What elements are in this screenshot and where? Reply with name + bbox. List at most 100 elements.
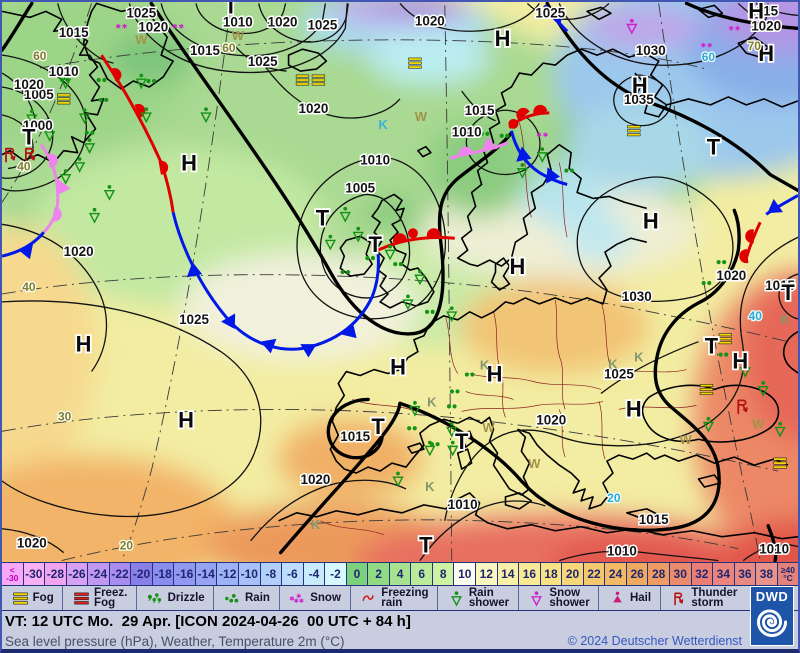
chart-subtitle-row: Sea level pressure (hPa), Weather, Tempe… — [2, 632, 798, 649]
graticule — [2, 3, 789, 562]
airmass-label: K — [427, 394, 437, 409]
low-center-label: T — [371, 414, 385, 439]
low-center-label: T — [455, 429, 469, 454]
pressure-label: 1010 — [759, 542, 789, 557]
pressure-label: 1015 — [190, 43, 220, 58]
pressure-label: 1020 — [17, 536, 47, 551]
temp-scale-cell: -14 — [195, 563, 218, 585]
high-center-label: H — [732, 349, 748, 374]
latitude-label: 40 — [22, 280, 36, 294]
latitude-label: 70 — [748, 39, 762, 53]
high-center-label: H — [510, 254, 526, 279]
temp-scale-cell: 8 — [432, 563, 455, 585]
low-center-label: T — [316, 205, 330, 230]
temp-scale-cell: 22 — [583, 563, 606, 585]
temp-scale-cell: 30 — [669, 563, 692, 585]
pressure-label: 1025 — [126, 5, 156, 20]
legend-symbol-label: Rain shower — [468, 586, 510, 609]
high-center-label: H — [643, 208, 659, 233]
airmass-label: K — [480, 358, 490, 373]
pressure-label: 1015 — [340, 429, 370, 444]
legend-symbol-label: Snow — [310, 591, 341, 604]
airmass-label: K — [780, 312, 790, 327]
snow-icon — [288, 589, 307, 608]
airmass-label: W — [482, 420, 495, 435]
temp-scale-cell: -20 — [131, 563, 153, 585]
latitude-label: 60 — [222, 41, 236, 55]
temp-scale-cell: 38 — [756, 563, 778, 585]
temp-scale-cell: 10 — [454, 563, 477, 585]
temp-scale-cell: 0 — [346, 563, 369, 585]
legend-symbol-label: Freez. Fog — [94, 586, 128, 609]
pressure-label: 1020 — [536, 412, 566, 427]
pressure-label: 1005 — [345, 180, 375, 195]
pressure-label: 1010 — [360, 153, 390, 168]
cold-fronts — [2, 4, 798, 357]
rain-icon — [225, 593, 239, 603]
temp-scale-cell: -30 — [23, 563, 46, 585]
airmass-label: W — [232, 28, 245, 43]
legend-symbol-freezing-fog: Freez. Fog — [63, 586, 137, 610]
legend-symbol-label: Fog — [32, 591, 54, 604]
pressure-label: 1025 — [535, 5, 565, 20]
chart-subtitle: Sea level pressure (hPa), Weather, Tempe… — [5, 633, 345, 649]
temp-scale-cell: 6 — [411, 563, 433, 585]
fronts — [2, 4, 798, 357]
pressure-label: 1010 — [452, 125, 482, 140]
fog-icon — [12, 592, 28, 604]
rain-shower-icon — [451, 590, 462, 606]
latitude-label: 60 — [33, 49, 47, 63]
pressure-label: 1020 — [751, 18, 781, 33]
airmass-label: K — [608, 357, 618, 372]
temp-scale-cell: 24 — [605, 563, 627, 585]
airmass-label: K — [378, 117, 388, 132]
legend-symbol-snow-shower: Snow shower — [519, 586, 600, 610]
pressure-label: 1015 — [59, 25, 89, 40]
temp-scale-cell: 14 — [497, 563, 520, 585]
latitude-label: 60 — [702, 50, 716, 64]
airmass-label: W — [415, 109, 428, 124]
latitude-label: 40 — [749, 309, 763, 323]
legend-symbol-snow: Snow — [280, 586, 351, 610]
temp-scale-cell: -22 — [109, 563, 132, 585]
legend-symbol-thunderstorm: Thunder storm — [661, 586, 746, 610]
pressure-label: 1035 — [624, 92, 654, 107]
temp-scale-cell: -18 — [152, 563, 175, 585]
drizzle-icon — [146, 589, 165, 608]
legend-symbol-freezing-rain: Freezing rain — [351, 586, 439, 610]
low-center-label: T — [705, 334, 719, 359]
low-center-label: T — [224, 2, 238, 18]
low-center-label: T — [781, 280, 795, 305]
high-center-label: H — [181, 151, 197, 176]
low-center-label: T — [22, 125, 36, 150]
pressure-label: 1000 — [23, 118, 53, 133]
occluded-fronts — [39, 137, 509, 234]
high-center-label: H — [626, 396, 642, 421]
airmass-label: W — [679, 432, 692, 447]
latitude-label: 20 — [607, 491, 621, 505]
temp-scale-cell: ≥40 °C — [777, 563, 798, 585]
temp-scale-cell: 34 — [713, 563, 735, 585]
latitude-label: 30 — [58, 409, 72, 423]
high-center-label: H — [390, 355, 406, 380]
pressure-label: 1020 — [268, 14, 298, 29]
temp-scale-cell: -16 — [174, 563, 196, 585]
temperature-scale: < -30 -30 -28 -26 -24 -22 -20 -18 -16 -14 -12 -10 -8-… — [2, 562, 798, 586]
legend-symbol-fog: Fog — [2, 586, 64, 610]
pressure-label: 1020 — [300, 472, 330, 487]
temp-scale-cell: 4 — [389, 563, 412, 585]
temp-scale-cell: 20 — [562, 563, 584, 585]
dwd-logo-text: DWD — [755, 589, 789, 604]
airmass-label: K — [311, 517, 321, 532]
pressure-label: 1010 — [223, 14, 253, 29]
temp-scale-cell: 28 — [648, 563, 670, 585]
temp-scale-cell: 32 — [691, 563, 714, 585]
dwd-logo: DWD — [750, 586, 794, 646]
legend-symbol-hail: Hail — [599, 586, 661, 610]
high-center-label: H — [758, 41, 774, 66]
latitude-label: 20 — [120, 539, 134, 553]
legend-symbol-label: Drizzle — [167, 591, 205, 604]
pressure-label: 1015 — [465, 103, 495, 118]
